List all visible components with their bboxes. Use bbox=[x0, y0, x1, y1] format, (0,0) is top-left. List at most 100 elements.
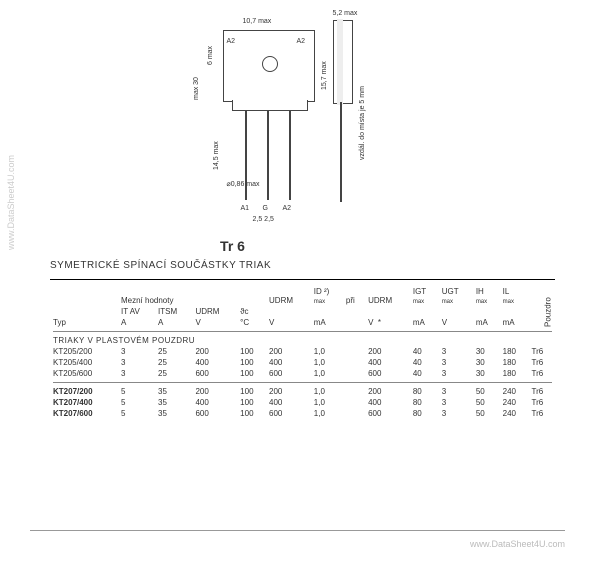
table-cell: Tr6 bbox=[529, 397, 556, 408]
hdr-udrm-u: V bbox=[192, 317, 237, 328]
table-cell: 400 bbox=[266, 397, 311, 408]
dim-side-h: 15,7 max bbox=[321, 61, 328, 90]
table-cell: Tr6 bbox=[529, 386, 556, 397]
dim-side-width: 5,2 max bbox=[333, 10, 358, 17]
table-cell: 100 bbox=[237, 357, 266, 368]
table-cell: 35 bbox=[155, 397, 192, 408]
table-cell: 600 bbox=[365, 408, 410, 419]
table-cell: KT207/400 bbox=[50, 397, 118, 408]
table-cell: 35 bbox=[155, 408, 192, 419]
table-row: KT205/6003256001006001,060040330180Tr6 bbox=[50, 368, 555, 379]
pin-label-a2-top-left: A2 bbox=[227, 38, 236, 45]
table-cell: 400 bbox=[192, 397, 237, 408]
package-diagram: 10,7 max 5,2 max max 30 6 max 15,7 max v… bbox=[183, 10, 423, 230]
hdr-udrm3-u: V * bbox=[365, 317, 410, 328]
hdr-udrm: UDRM bbox=[192, 306, 237, 317]
table-cell: 5 bbox=[118, 386, 155, 397]
lead-3 bbox=[289, 110, 291, 200]
table-cell: 600 bbox=[192, 368, 237, 379]
table-cell: 600 bbox=[266, 368, 311, 379]
table-cell: 100 bbox=[237, 408, 266, 419]
table-cell: 80 bbox=[410, 397, 439, 408]
table-cell: Tr6 bbox=[529, 408, 556, 419]
table-cell bbox=[343, 408, 365, 419]
table-cell: 600 bbox=[266, 408, 311, 419]
table-cell: 25 bbox=[155, 346, 192, 357]
lead-2 bbox=[267, 110, 269, 200]
table-cell: 3 bbox=[439, 346, 473, 357]
pin-label-g: G bbox=[263, 205, 268, 212]
footer-line bbox=[30, 530, 565, 531]
watermark-bottom: www.DataSheet4U.com bbox=[470, 539, 565, 549]
table-cell: 30 bbox=[473, 368, 500, 379]
table-row: KT207/4005354001004001,040080350240Tr6 bbox=[50, 397, 555, 408]
side-lead bbox=[340, 102, 342, 202]
table-cell: 1,0 bbox=[311, 397, 343, 408]
table-cell: 5 bbox=[118, 397, 155, 408]
table-row: KT207/6005356001006001,060080350240Tr6 bbox=[50, 408, 555, 419]
table-header: Typ Mezní hodnoty UDRM ID ²)max při UDRM… bbox=[50, 286, 555, 328]
table-cell: 3 bbox=[118, 357, 155, 368]
table-cell: 600 bbox=[365, 368, 410, 379]
table-cell bbox=[343, 357, 365, 368]
table-cell: 35 bbox=[155, 386, 192, 397]
table-cell: Tr6 bbox=[529, 357, 556, 368]
hdr-ugt: UGTmax bbox=[439, 286, 473, 306]
hdr-pouzdro: Pouzdro bbox=[529, 286, 556, 328]
table-cell: 100 bbox=[237, 346, 266, 357]
table-cell: 1,0 bbox=[311, 386, 343, 397]
divider-top bbox=[50, 279, 555, 280]
spec-table: Typ Mezní hodnoty UDRM ID ²)max při UDRM… bbox=[50, 286, 555, 419]
hdr-ugt-u: V bbox=[439, 317, 473, 328]
dim-lead-dia: ⌀0,86 max bbox=[227, 180, 260, 188]
table-cell: 50 bbox=[473, 397, 500, 408]
dim-lead-pitch: 2,5 2,5 bbox=[253, 216, 274, 223]
hdr-il-u: mA bbox=[500, 317, 529, 328]
table-cell: 400 bbox=[365, 357, 410, 368]
hdr-mezni: Mezní hodnoty bbox=[118, 286, 266, 306]
dim-body-h: max 30 bbox=[193, 77, 200, 100]
package-code-label: Tr 6 bbox=[50, 238, 415, 254]
table-row: KT207/2005352001002001,020080350240Tr6 bbox=[50, 386, 555, 397]
dim-side-note: vzdál. do místa je 5 mm bbox=[359, 86, 366, 160]
hdr-itav: IT AV bbox=[118, 306, 155, 317]
table-cell: 30 bbox=[473, 357, 500, 368]
table-cell: 80 bbox=[410, 408, 439, 419]
table-cell: 30 bbox=[473, 346, 500, 357]
table-body: TRIAKY V PLASTOVÉM POUZDRU KT205/2003252… bbox=[50, 328, 555, 419]
hdr-id-u: mA bbox=[311, 317, 343, 328]
table-cell: 1,0 bbox=[311, 346, 343, 357]
section-label: TRIAKY V PLASTOVÉM POUZDRU bbox=[50, 335, 555, 346]
dim-shoulder-h: 6 max bbox=[207, 46, 214, 65]
table-cell: 3 bbox=[439, 408, 473, 419]
table-cell: 180 bbox=[500, 346, 529, 357]
table-cell: 600 bbox=[192, 408, 237, 419]
table-cell: 3 bbox=[439, 368, 473, 379]
hdr-igt-u: mA bbox=[410, 317, 439, 328]
hdr-ih: IHmax bbox=[473, 286, 500, 306]
table-cell bbox=[343, 386, 365, 397]
hdr-udrm3: UDRM bbox=[365, 286, 410, 306]
table-cell: 50 bbox=[473, 386, 500, 397]
pin-label-a2-bottom: A2 bbox=[283, 205, 292, 212]
hdr-typ: Typ bbox=[50, 286, 118, 328]
table-cell: KT205/600 bbox=[50, 368, 118, 379]
pin-label-a1: A1 bbox=[241, 205, 250, 212]
dim-width: 10,7 max bbox=[243, 18, 272, 25]
table-cell: 5 bbox=[118, 408, 155, 419]
table-cell: KT207/600 bbox=[50, 408, 118, 419]
table-cell: 200 bbox=[192, 386, 237, 397]
table-cell: 3 bbox=[439, 357, 473, 368]
table-cell: 25 bbox=[155, 368, 192, 379]
table-cell: 1,0 bbox=[311, 368, 343, 379]
hdr-igt: IGTmax bbox=[410, 286, 439, 306]
table-cell: 100 bbox=[237, 386, 266, 397]
table-cell: 100 bbox=[237, 368, 266, 379]
table-cell: 200 bbox=[266, 346, 311, 357]
table-cell: Tr6 bbox=[529, 368, 556, 379]
page-content: 10,7 max 5,2 max max 30 6 max 15,7 max v… bbox=[0, 0, 595, 429]
hdr-tc: ϑc bbox=[237, 306, 266, 317]
table-cell: 400 bbox=[266, 357, 311, 368]
table-cell: 3 bbox=[118, 346, 155, 357]
hdr-pri: při bbox=[343, 286, 365, 306]
